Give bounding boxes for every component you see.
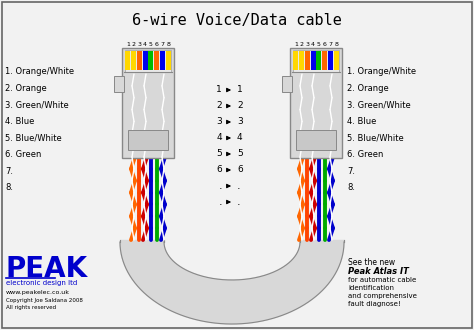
Text: 4. Blue: 4. Blue <box>347 117 376 126</box>
Text: fault diagnose!: fault diagnose! <box>348 301 401 307</box>
Bar <box>165 51 171 70</box>
Bar <box>293 50 339 72</box>
Bar <box>322 51 327 70</box>
Text: 3. Green/White: 3. Green/White <box>347 101 411 110</box>
Text: identification: identification <box>348 285 394 291</box>
Text: 5. Blue/White: 5. Blue/White <box>5 134 62 143</box>
Bar <box>316 51 321 70</box>
Bar <box>328 51 333 70</box>
Text: 6: 6 <box>323 42 327 47</box>
Text: 6: 6 <box>216 166 222 175</box>
Text: 4: 4 <box>216 134 222 143</box>
Bar <box>114 76 124 92</box>
Bar <box>334 51 339 70</box>
Text: 4: 4 <box>237 134 243 143</box>
Bar <box>131 51 136 70</box>
Text: 1: 1 <box>126 42 130 47</box>
Bar <box>148 51 154 70</box>
Bar <box>282 76 292 92</box>
Bar <box>296 130 336 150</box>
Text: Copyright Joe Saldana 2008: Copyright Joe Saldana 2008 <box>6 298 83 303</box>
Text: 4: 4 <box>311 42 315 47</box>
Text: 2. Orange: 2. Orange <box>347 84 389 93</box>
Text: See the new: See the new <box>348 258 395 267</box>
Text: 2: 2 <box>237 102 243 111</box>
Text: electronic design ltd: electronic design ltd <box>6 280 77 286</box>
Text: 5: 5 <box>149 42 153 47</box>
Text: 1: 1 <box>294 42 298 47</box>
Text: 6. Green: 6. Green <box>347 150 383 159</box>
Bar <box>310 51 316 70</box>
Bar <box>125 51 130 70</box>
Text: 6: 6 <box>237 166 243 175</box>
Text: 2: 2 <box>300 42 304 47</box>
Polygon shape <box>120 240 164 242</box>
Text: 7.: 7. <box>347 167 355 176</box>
Text: for automatic cable: for automatic cable <box>348 277 416 283</box>
Bar <box>154 51 159 70</box>
Text: 6: 6 <box>155 42 159 47</box>
Polygon shape <box>120 242 344 324</box>
Bar <box>305 51 310 70</box>
Text: 4. Blue: 4. Blue <box>5 117 35 126</box>
Text: Peak Atlas IT: Peak Atlas IT <box>348 267 409 276</box>
Bar <box>299 51 304 70</box>
Text: PEAK: PEAK <box>6 255 88 283</box>
Bar <box>160 51 165 70</box>
Text: 1. Orange/White: 1. Orange/White <box>347 68 416 77</box>
Text: 5. Blue/White: 5. Blue/White <box>347 134 404 143</box>
Text: 3: 3 <box>216 117 222 126</box>
Text: 5: 5 <box>317 42 321 47</box>
Text: and comprehensive: and comprehensive <box>348 293 417 299</box>
Text: 7: 7 <box>328 42 332 47</box>
Bar <box>293 51 299 70</box>
Text: 1: 1 <box>237 85 243 94</box>
Text: .: . <box>219 181 222 191</box>
Text: 8.: 8. <box>5 183 13 192</box>
Text: 1: 1 <box>216 85 222 94</box>
Text: 4: 4 <box>143 42 147 47</box>
Text: www.peakelec.co.uk: www.peakelec.co.uk <box>6 290 70 295</box>
Text: 2. Orange: 2. Orange <box>5 84 47 93</box>
Text: 5: 5 <box>216 149 222 158</box>
Bar <box>122 48 174 158</box>
Text: 8: 8 <box>334 42 338 47</box>
Text: 5: 5 <box>237 149 243 158</box>
Text: 3: 3 <box>137 42 141 47</box>
Bar <box>125 50 171 72</box>
Bar <box>128 130 168 150</box>
Text: 3: 3 <box>237 117 243 126</box>
Text: .: . <box>237 181 241 191</box>
Text: 2: 2 <box>216 102 222 111</box>
Bar <box>137 51 142 70</box>
Text: .: . <box>219 197 222 207</box>
Text: 7.: 7. <box>5 167 13 176</box>
Text: 3: 3 <box>305 42 310 47</box>
Text: 2: 2 <box>132 42 136 47</box>
Text: All rights reserved: All rights reserved <box>6 305 56 310</box>
Text: 1. Orange/White: 1. Orange/White <box>5 68 74 77</box>
Text: 6-wire Voice/Data cable: 6-wire Voice/Data cable <box>132 13 342 28</box>
Text: 7: 7 <box>160 42 164 47</box>
Bar <box>143 51 148 70</box>
Text: .: . <box>237 197 241 207</box>
Text: 8.: 8. <box>347 183 355 192</box>
Text: 3. Green/White: 3. Green/White <box>5 101 69 110</box>
Text: 6. Green: 6. Green <box>5 150 41 159</box>
Text: 8: 8 <box>166 42 170 47</box>
Polygon shape <box>300 240 344 242</box>
Bar <box>290 48 342 158</box>
